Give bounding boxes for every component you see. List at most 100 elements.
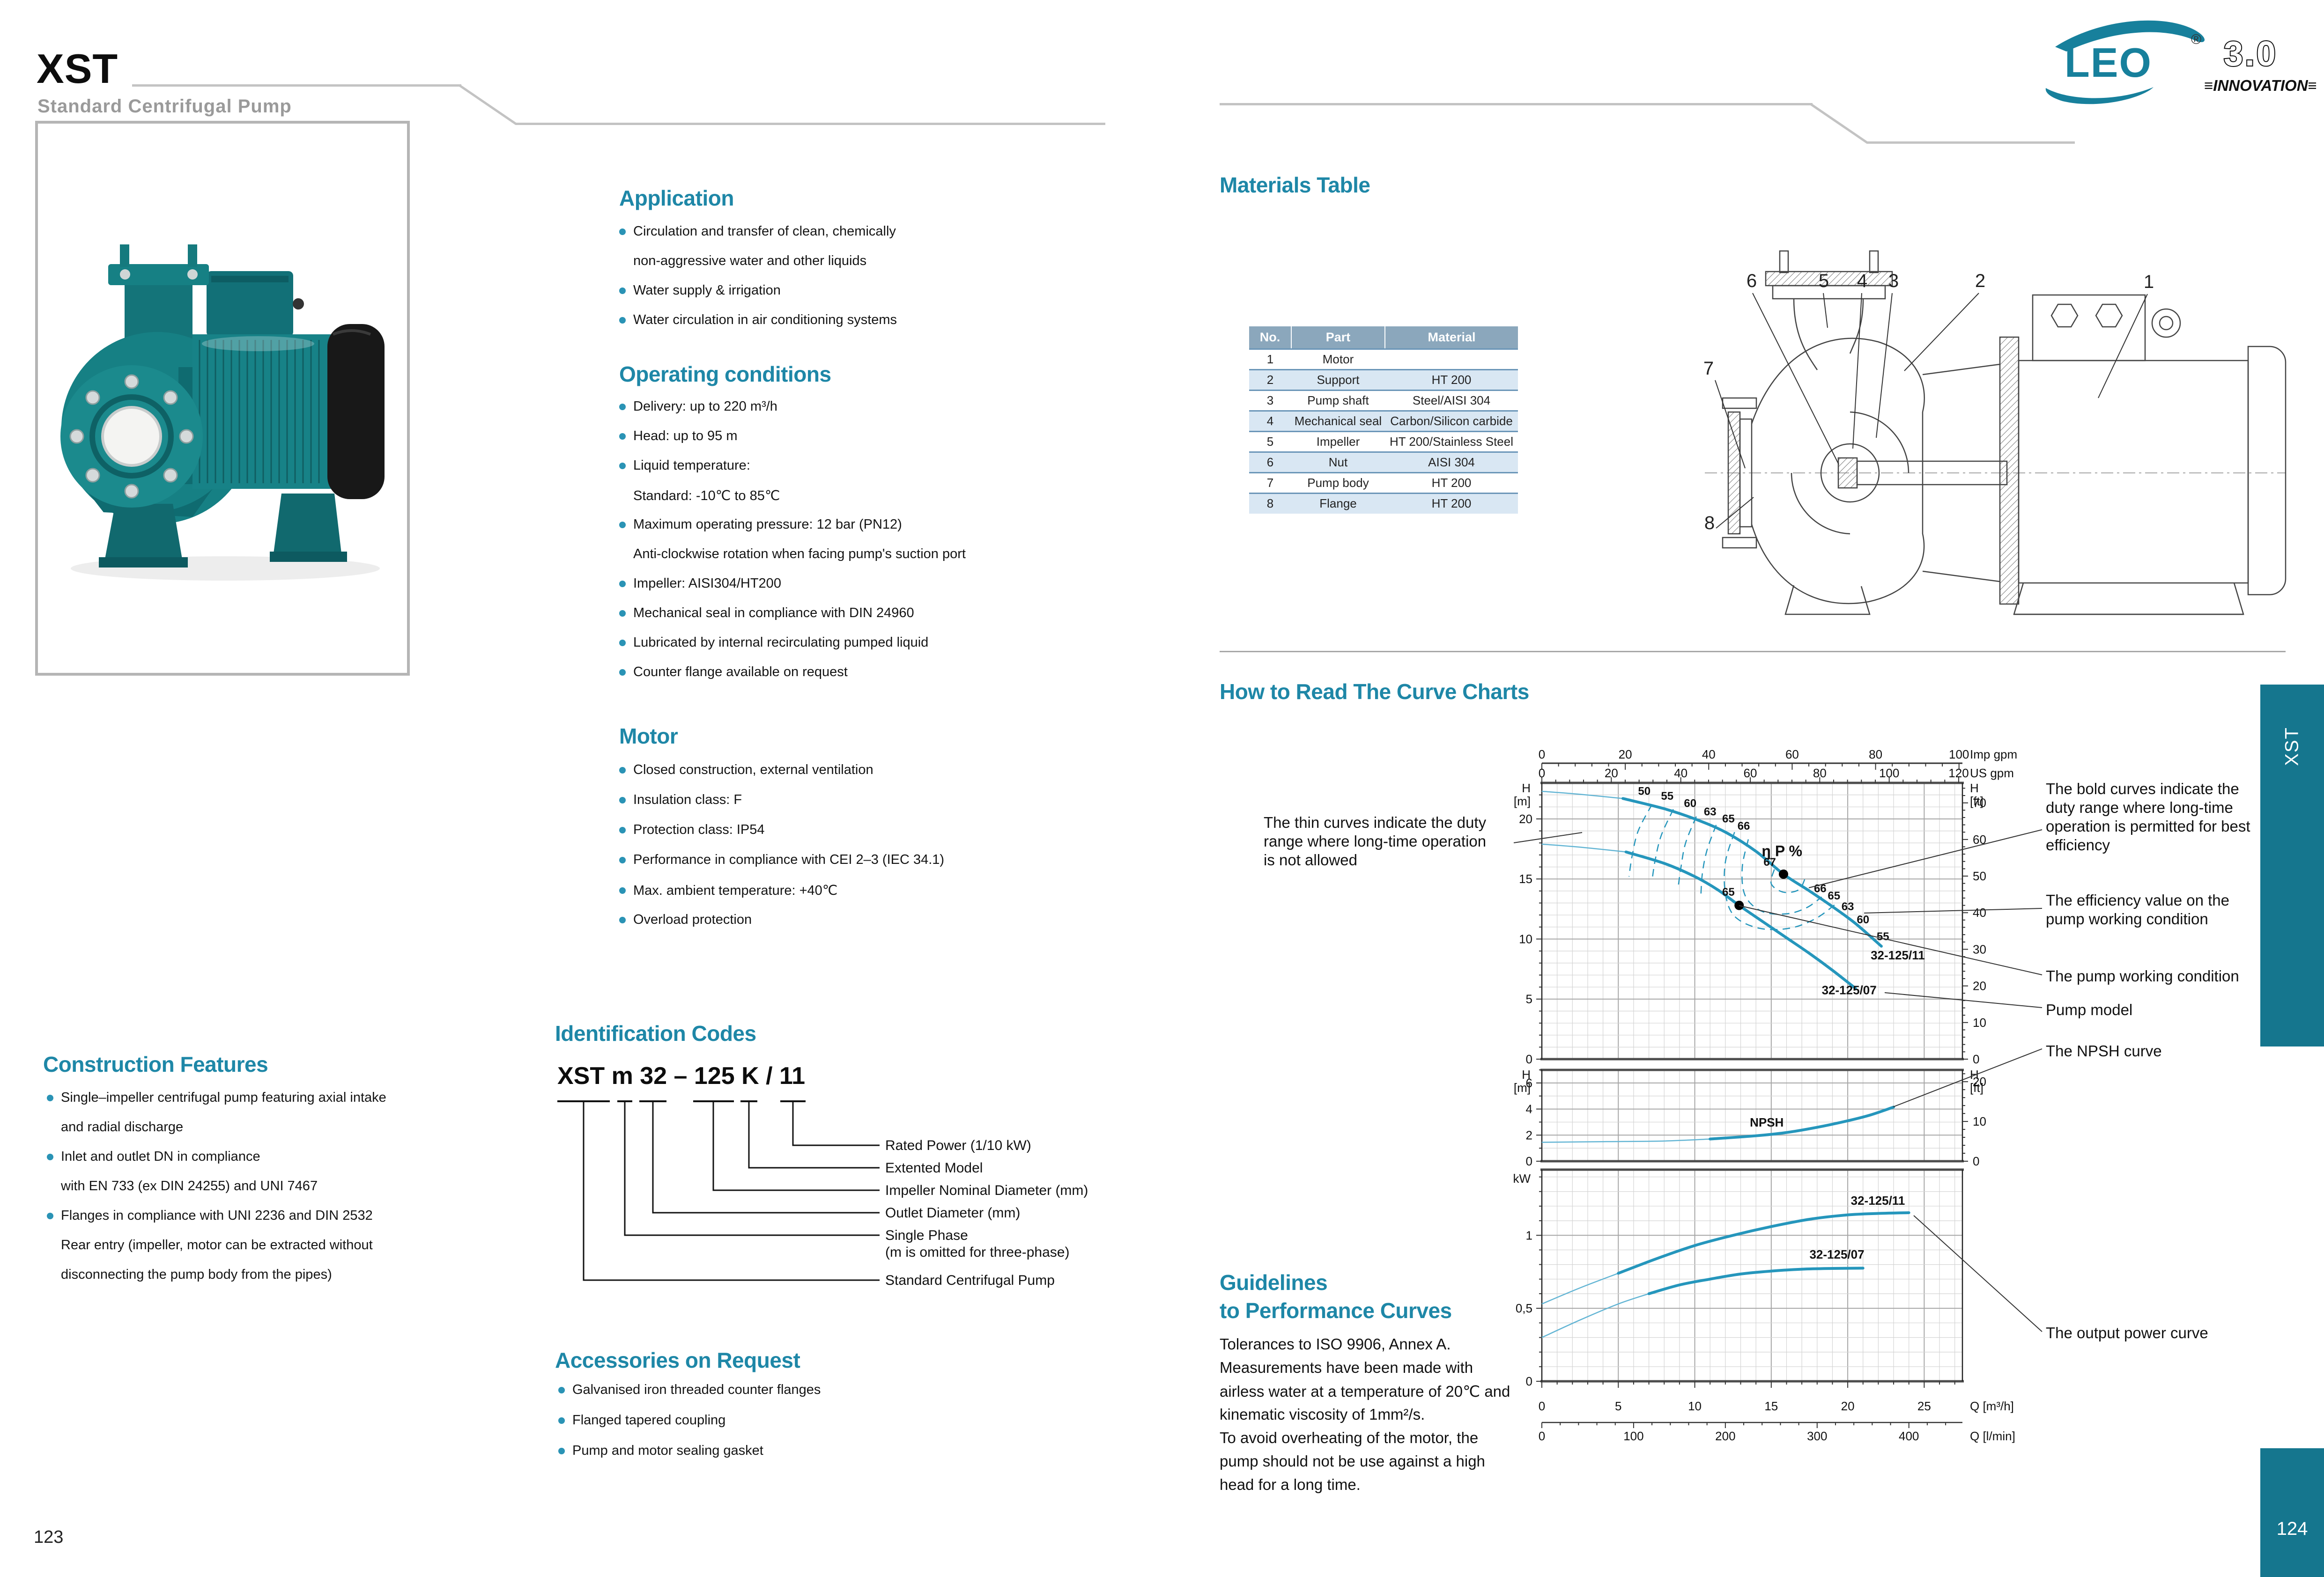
svg-text:0: 0 xyxy=(1539,747,1545,761)
list-item: Insulation class: F xyxy=(619,792,742,808)
list-item: Liquid temperature: xyxy=(619,458,750,473)
svg-text:32-125/11: 32-125/11 xyxy=(1851,1194,1905,1208)
svg-text:[m]: [m] xyxy=(1514,794,1531,808)
bullet-icon xyxy=(619,287,626,294)
section-divider xyxy=(1220,651,2286,652)
list-item: Max. ambient temperature: +40℃ xyxy=(619,882,837,899)
svg-text:50: 50 xyxy=(1973,869,1986,883)
svg-text:0,5: 0,5 xyxy=(1516,1301,1532,1315)
header-line-diagonal xyxy=(459,84,517,125)
col-material: Material xyxy=(1384,326,1518,349)
svg-text:6: 6 xyxy=(1526,1076,1532,1090)
svg-text:120: 120 xyxy=(1948,766,1969,780)
list-item: Maximum operating pressure: 12 bar (PN12… xyxy=(619,517,902,532)
table-row: 8 Flange HT 200 xyxy=(1249,492,1518,514)
svg-text:0: 0 xyxy=(1539,1429,1545,1443)
list-item: and radial discharge xyxy=(61,1120,184,1135)
list-item: Anti-clockwise rotation when facing pump… xyxy=(633,546,966,561)
side-tab-xst: XST xyxy=(2260,685,2324,1046)
list-item: Counter flange available on request xyxy=(619,664,848,680)
svg-text:0: 0 xyxy=(1973,1052,1979,1066)
col-part: Part xyxy=(1291,326,1385,349)
svg-text:67: 67 xyxy=(1763,856,1776,869)
id-label-impeller-diameter: Impeller Nominal Diameter (mm) xyxy=(885,1183,1088,1198)
svg-text:65: 65 xyxy=(1828,890,1840,902)
guidelines-text: To avoid overheating of the motor, the xyxy=(1220,1429,1479,1446)
guidelines-text: Tolerances to ISO 9906, Annex A. xyxy=(1220,1335,1451,1353)
bullet-icon xyxy=(47,1212,53,1219)
guidelines-text: pump should not be use against a high xyxy=(1220,1452,1485,1470)
svg-text:20: 20 xyxy=(1519,812,1532,826)
list-item: Impeller: AISI304/HT200 xyxy=(619,576,781,591)
svg-text:40: 40 xyxy=(1973,906,1986,920)
list-item: Standard: -10℃ to 85℃ xyxy=(633,488,780,503)
svg-text:60: 60 xyxy=(1744,766,1757,780)
leo-logo: LEO ® 3.0 ≡INNOVATION≡ xyxy=(2045,20,2317,104)
svg-text:[ft]: [ft] xyxy=(1970,794,1984,808)
callout-7: 7 xyxy=(1703,358,1714,379)
svg-text:US gpm: US gpm xyxy=(1970,766,2014,780)
bullet-icon xyxy=(619,580,626,587)
guidelines-text: kinematic viscosity of 1mm²/s. xyxy=(1220,1406,1425,1423)
annotation-bold-curves: duty range where long-time xyxy=(2046,799,2233,816)
list-item: Pump and motor sealing gasket xyxy=(558,1443,763,1459)
list-item: Single–impeller centrifugal pump featuri… xyxy=(47,1090,386,1105)
svg-text:60: 60 xyxy=(1684,797,1696,810)
logo-version: 3.0 xyxy=(2224,34,2278,73)
list-item: Galvanised iron threaded counter flanges xyxy=(558,1382,821,1398)
logo-registered: ® xyxy=(2191,32,2201,47)
id-label-extended-model: Extented Model xyxy=(885,1160,983,1176)
section-title-how-to-read: How to Read The Curve Charts xyxy=(1220,679,1529,704)
id-label-standard-pump: Standard Centrifugal Pump xyxy=(885,1273,1055,1288)
bullet-icon xyxy=(558,1417,565,1424)
page-number-block: 124 xyxy=(2260,1448,2324,1577)
svg-text:100: 100 xyxy=(1949,747,1969,761)
list-item: non-aggressive water and other liquids xyxy=(633,253,867,268)
svg-text:0: 0 xyxy=(1526,1052,1532,1066)
section-title-accessories: Accessories on Request xyxy=(555,1348,800,1372)
list-item: Flanged tapered coupling xyxy=(558,1413,725,1428)
pump-photo-frame xyxy=(35,121,410,676)
svg-text:20: 20 xyxy=(1605,766,1618,780)
note-thin-curves: range where long-time operation xyxy=(1264,833,1487,850)
list-item: Closed construction, external ventilatio… xyxy=(619,762,873,778)
svg-text:5: 5 xyxy=(1526,992,1532,1006)
id-label-single-phase-note: (m is omitted for three-phase) xyxy=(885,1245,1070,1260)
svg-text:15: 15 xyxy=(1519,872,1532,886)
svg-text:kW: kW xyxy=(1513,1172,1531,1186)
bullet-icon xyxy=(619,462,626,469)
bullet-icon xyxy=(619,433,626,440)
svg-text:40: 40 xyxy=(1674,766,1687,780)
bullet-icon xyxy=(619,403,626,410)
svg-text:20: 20 xyxy=(1973,1075,1986,1089)
svg-text:Q [m³/h]: Q [m³/h] xyxy=(1970,1399,2014,1413)
svg-text:32-125/11: 32-125/11 xyxy=(1871,948,1925,962)
bullet-icon xyxy=(619,766,626,774)
page-number-left: 123 xyxy=(34,1527,64,1547)
guidelines-text: head for a long time. xyxy=(1220,1476,1361,1493)
svg-text:300: 300 xyxy=(1807,1429,1827,1443)
svg-text:0: 0 xyxy=(1526,1374,1532,1388)
svg-text:32-125/07: 32-125/07 xyxy=(1809,1247,1864,1261)
annotation-bold-curves: The bold curves indicate the xyxy=(2046,780,2239,797)
svg-text:Imp gpm: Imp gpm xyxy=(1970,747,2017,761)
header-line-right2 xyxy=(1867,141,2075,144)
bullet-icon xyxy=(619,669,626,676)
svg-text:H: H xyxy=(1970,1068,1979,1082)
svg-text:65: 65 xyxy=(1722,886,1735,899)
id-label-rated-power: Rated Power (1/10 kW) xyxy=(885,1138,1031,1153)
svg-text:55: 55 xyxy=(1877,930,1889,943)
bullet-icon xyxy=(619,228,626,235)
annotation-efficiency: The efficiency value on the xyxy=(2046,892,2229,909)
pump-photo-illustration xyxy=(60,244,385,581)
list-item: Delivery: up to 220 m³/h xyxy=(619,399,777,414)
callout-5: 5 xyxy=(1819,271,1829,291)
annotation-bold-curves: efficiency xyxy=(2046,836,2110,854)
callout-4: 4 xyxy=(1857,271,1867,291)
svg-text:NPSH: NPSH xyxy=(1750,1115,1784,1129)
identification-diagram xyxy=(557,1100,880,1281)
table-header-row: No. Part Material xyxy=(1249,326,1518,349)
note-thin-curves: The thin curves indicate the duty xyxy=(1264,814,1487,831)
table-row: 2 Support HT 200 xyxy=(1249,368,1518,390)
logo-tagline: ≡INNOVATION≡ xyxy=(2204,77,2317,94)
